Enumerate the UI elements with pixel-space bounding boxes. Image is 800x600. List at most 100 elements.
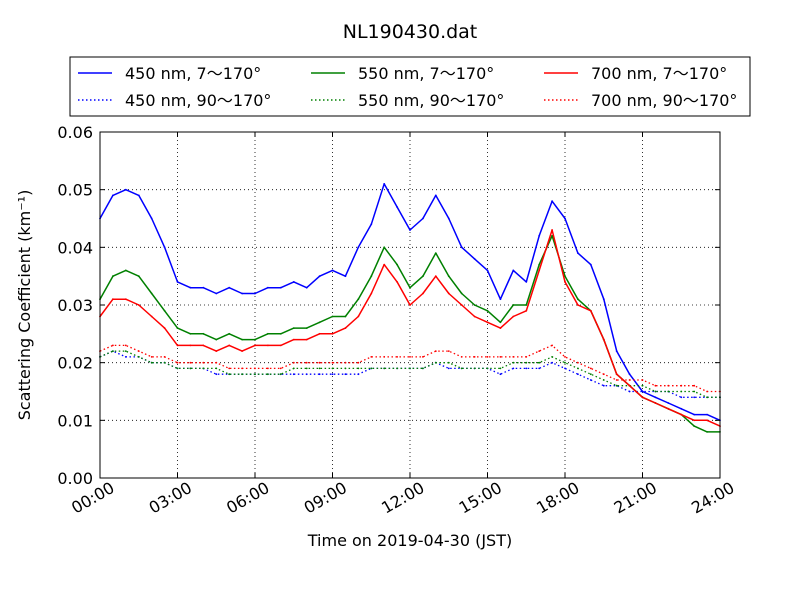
- series-4-point: [525, 361, 528, 364]
- series-5-point: [241, 350, 244, 352]
- series-5-point: [460, 304, 463, 306]
- series-1-point: [577, 252, 579, 255]
- series-5-point: [344, 327, 347, 329]
- series-5-point: [228, 344, 231, 347]
- series-3-point: [137, 275, 140, 278]
- series-2-point: [331, 373, 334, 376]
- series-1-point: [318, 275, 321, 278]
- series-4-point: [305, 367, 308, 370]
- series-2-point: [577, 373, 579, 376]
- series-5-point: [318, 332, 321, 335]
- series-5-point: [654, 402, 657, 404]
- series-5-point: [150, 315, 153, 318]
- series-1-point: [525, 281, 528, 283]
- series-1-point: [628, 373, 631, 376]
- series-6-point: [202, 361, 205, 364]
- series-5-point: [667, 407, 670, 410]
- series-6-point: [447, 350, 450, 352]
- series-4-point: [589, 373, 592, 376]
- series-3-point: [706, 431, 708, 433]
- series-4-point: [228, 373, 231, 376]
- series-6-point: [279, 367, 282, 370]
- series-4-point: [706, 396, 708, 399]
- series-6-point: [551, 344, 553, 347]
- series-6-point: [137, 350, 140, 352]
- series-4-point: [641, 384, 644, 387]
- series-1-point: [538, 234, 541, 237]
- y-tick-label: 0.00: [57, 469, 93, 488]
- legend: 450 nm, 7～170° 550 nm, 7～170° 700 nm, 7～17…: [69, 56, 751, 117]
- series-4-point: [460, 367, 463, 370]
- series-6-point: [409, 356, 411, 358]
- series-2-point: [602, 384, 605, 387]
- series-6-point: [460, 356, 463, 358]
- series-4-point: [215, 367, 218, 370]
- series-4-point: [667, 390, 670, 393]
- series-3-point: [305, 327, 308, 329]
- series-5-point: [215, 350, 218, 352]
- x-axis-label: Time on 2019-04-30 (JST): [307, 531, 512, 550]
- series-5-point: [589, 309, 592, 312]
- series-5-point: [602, 338, 605, 341]
- series-3-point: [486, 309, 489, 312]
- series-6-point: [422, 356, 424, 358]
- series-1-point: [292, 281, 295, 283]
- series-3-point: [460, 292, 463, 295]
- series-3-point: [163, 309, 166, 312]
- chart-title: NL190430.dat: [343, 21, 478, 43]
- series-1-point: [667, 402, 670, 404]
- series-4-point: [486, 367, 489, 370]
- series-5-point: [383, 263, 386, 266]
- series-4-point: [383, 367, 386, 370]
- series-2-point: [551, 361, 553, 364]
- series-1-point: [422, 217, 424, 220]
- series-5-point: [628, 384, 631, 387]
- series-1-point: [163, 246, 166, 249]
- series-2-point: [589, 379, 592, 381]
- series-3-point: [112, 275, 114, 278]
- series-4-point: [512, 361, 515, 364]
- series-2-point: [693, 396, 696, 399]
- series-5-point: [615, 373, 618, 376]
- y-tick-label: 0.06: [57, 123, 93, 142]
- series-5-point: [331, 332, 334, 335]
- series-2-point: [447, 367, 450, 370]
- y-axis-label: Scattering Coefficient (km⁻¹): [15, 190, 34, 421]
- series-3-point: [473, 304, 476, 306]
- series-6-point: [150, 356, 153, 358]
- series-1-point: [228, 286, 231, 289]
- series-4-point: [680, 390, 683, 393]
- series-6-point: [564, 356, 566, 358]
- series-4-point: [279, 373, 282, 376]
- series-5-point: [137, 304, 140, 306]
- series-1-point: [331, 269, 334, 272]
- series-1-point: [680, 407, 683, 410]
- series-6-point: [693, 384, 696, 387]
- series-5-point: [292, 338, 295, 341]
- series-5-point: [305, 338, 308, 341]
- series-1-point: [241, 292, 244, 295]
- series-3-point: [538, 263, 541, 266]
- series-6-point: [176, 361, 179, 364]
- series-4-point: [654, 390, 657, 393]
- series-4-point: [551, 356, 553, 358]
- series-5-point: [525, 309, 528, 312]
- series-4-point: [357, 367, 360, 370]
- series-1-point: [589, 263, 592, 266]
- series-6-point: [577, 361, 579, 364]
- legend-label-4: 550 nm, 90～170°: [358, 91, 504, 110]
- series-3-point: [447, 275, 450, 278]
- series-4-point: [370, 367, 373, 370]
- series-6-point: [602, 373, 605, 376]
- series-4-point: [615, 384, 618, 387]
- series-1-point: [615, 350, 618, 352]
- series-2-point: [525, 367, 528, 370]
- series-3-point: [434, 252, 437, 255]
- series-4-point: [331, 367, 334, 370]
- series-2-point: [564, 367, 566, 370]
- legend-label-2: 450 nm, 90～170°: [125, 91, 271, 110]
- series-5-point: [538, 269, 541, 272]
- series-5-point: [512, 315, 515, 318]
- series-3-point: [370, 275, 373, 278]
- series-5-point: [279, 344, 282, 347]
